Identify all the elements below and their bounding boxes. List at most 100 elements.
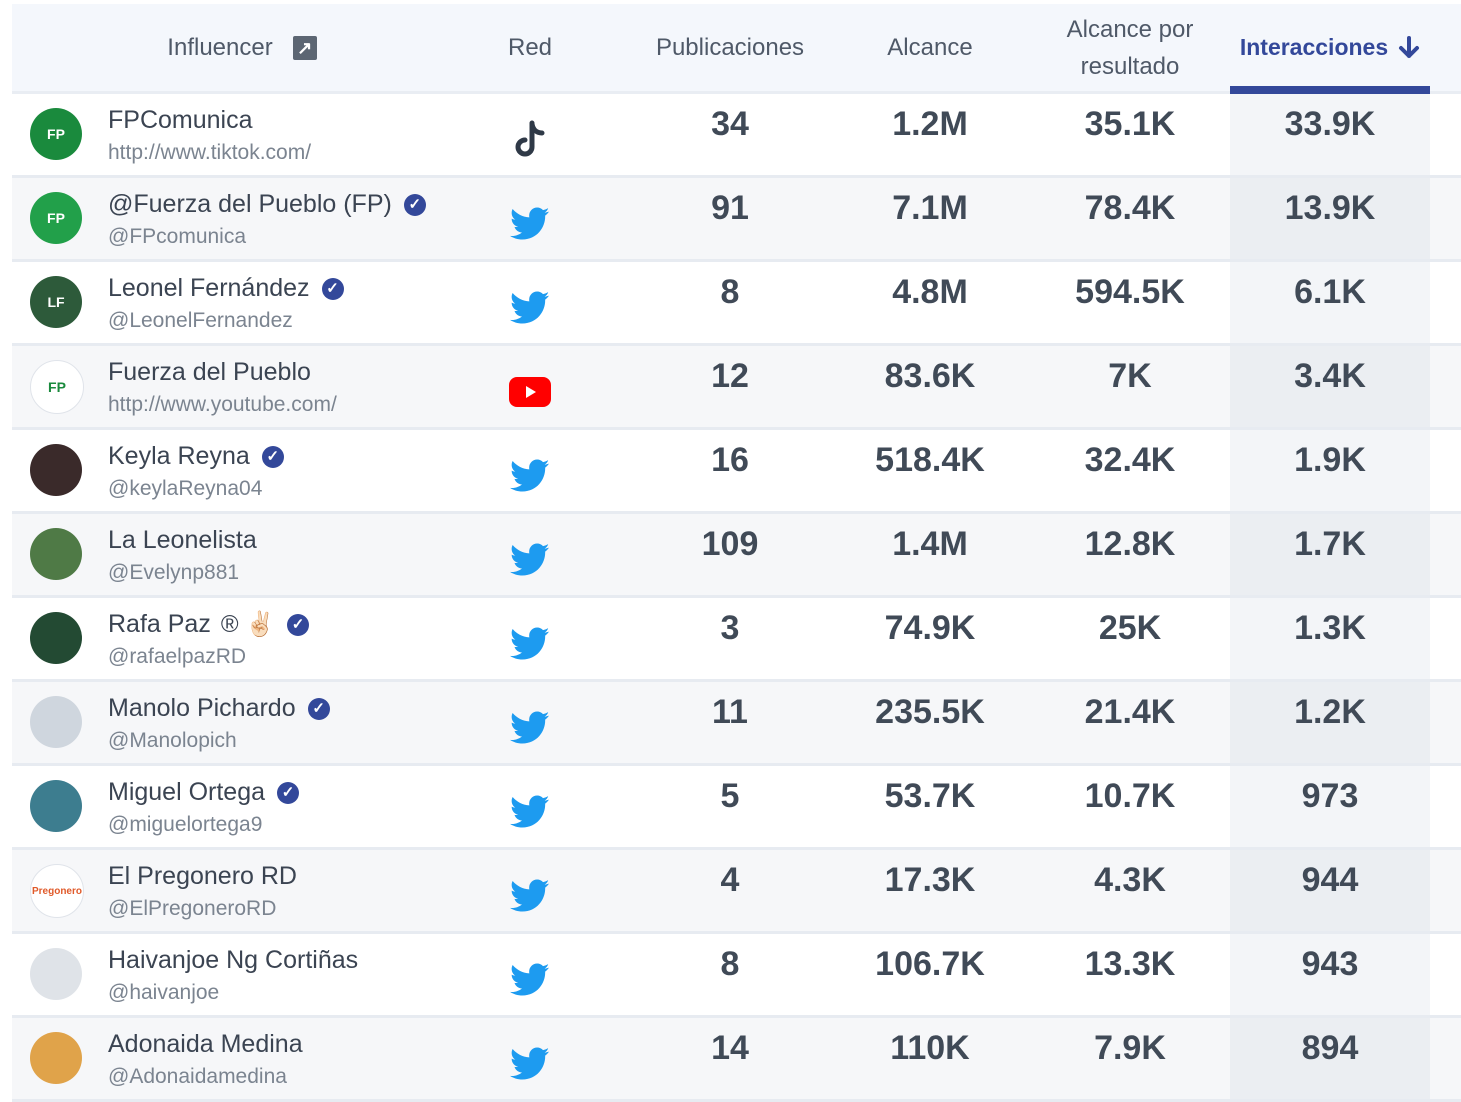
sort-indicator xyxy=(1230,86,1430,94)
avatar[interactable] xyxy=(30,444,82,496)
influencer-name[interactable]: FPComunica xyxy=(108,106,253,135)
tiktok-icon xyxy=(515,120,545,157)
header-alcance-por-resultado[interactable]: Alcance por resultado xyxy=(1066,15,1194,80)
avatar[interactable] xyxy=(30,528,82,580)
avatar[interactable]: FP xyxy=(30,192,82,244)
table-row[interactable]: FP FPComunica http://www.tiktok.com/ 34 … xyxy=(12,94,1461,178)
interacciones-value: 973 xyxy=(1301,777,1359,815)
alcance-value: 235.5K xyxy=(875,693,985,731)
network-icon xyxy=(508,120,552,160)
verified-badge-icon: ✓ xyxy=(307,697,330,720)
header-red[interactable]: Red xyxy=(507,34,553,61)
publicaciones-value: 16 xyxy=(711,441,749,479)
alcance-value: 518.4K xyxy=(875,441,985,479)
sorted-column-bg xyxy=(1230,178,1430,259)
table-row[interactable]: Manolo Pichardo ✓ @Manolopich 11 235.5K … xyxy=(12,682,1461,766)
avatar[interactable]: Pregonero xyxy=(30,864,84,918)
publicaciones-value: 12 xyxy=(711,357,749,395)
avatar[interactable] xyxy=(30,612,82,664)
table-row[interactable]: FP Fuerza del Pueblo http://www.youtube.… xyxy=(12,346,1461,430)
avatar[interactable] xyxy=(30,1032,82,1084)
sorted-column-bg xyxy=(1230,94,1430,175)
influencer-name[interactable]: Fuerza del Pueblo xyxy=(108,358,311,387)
influencer-name[interactable]: Adonaida Medina xyxy=(108,1030,303,1059)
influencer-name[interactable]: La Leonelista xyxy=(108,526,257,555)
publicaciones-value: 91 xyxy=(711,189,749,227)
alcance-value: 74.9K xyxy=(884,609,976,647)
publicaciones-value: 14 xyxy=(711,1029,749,1067)
table-row[interactable]: La Leonelista @Evelynp881 109 1.4M 12.8K… xyxy=(12,514,1461,598)
table-row[interactable]: LF Leonel Fernández ✓ @LeonelFernandez 8… xyxy=(12,262,1461,346)
avatar[interactable]: LF xyxy=(30,276,82,328)
interacciones-value: 6.1K xyxy=(1294,273,1366,311)
alcance-por-resultado-value: 13.3K xyxy=(1084,945,1176,983)
publicaciones-value: 4 xyxy=(720,861,740,899)
alcance-value: 17.3K xyxy=(884,861,976,899)
influencer-handle: @Evelynp881 xyxy=(108,561,240,584)
influencer-handle: http://www.tiktok.com/ xyxy=(108,141,312,164)
table-row[interactable]: FP @Fuerza del Pueblo (FP) ✓ @FPcomunica… xyxy=(12,178,1461,262)
table-row[interactable]: Haivanjoe Ng Cortiñas @haivanjoe 8 106.7… xyxy=(12,934,1461,1018)
youtube-icon xyxy=(509,377,551,407)
alcance-por-resultado-value: 78.4K xyxy=(1084,189,1176,227)
influencer-name[interactable]: Haivanjoe Ng Cortiñas xyxy=(108,946,358,975)
alcance-por-resultado-value: 594.5K xyxy=(1075,273,1185,311)
avatar[interactable] xyxy=(30,696,82,748)
sorted-column-bg xyxy=(1230,430,1430,511)
interacciones-value: 13.9K xyxy=(1284,189,1376,227)
table-row[interactable]: Pregonero El Pregonero RD @ElPregoneroRD… xyxy=(12,850,1461,934)
network-icon xyxy=(508,960,552,1000)
influencer-name-text: @Fuerza del Pueblo (FP) xyxy=(108,190,392,218)
twitter-icon xyxy=(510,879,550,912)
sorted-column-bg xyxy=(1230,766,1430,847)
header-influencer[interactable]: Influencer ↗ xyxy=(142,4,342,91)
publicaciones-value: 11 xyxy=(712,693,748,731)
influencer-name[interactable]: El Pregonero RD xyxy=(108,862,297,891)
header-publicaciones[interactable]: Publicaciones xyxy=(655,34,805,61)
influencer-handle: @ElPregoneroRD xyxy=(108,897,277,920)
alcance-por-resultado-value: 25K xyxy=(1098,609,1162,647)
twitter-icon xyxy=(510,627,550,660)
header-alcance[interactable]: Alcance xyxy=(887,34,973,61)
avatar[interactable] xyxy=(30,780,82,832)
verified-badge-icon: ✓ xyxy=(321,277,344,300)
alcance-value: 1.2M xyxy=(892,105,968,143)
alcance-por-resultado-value: 35.1K xyxy=(1084,105,1176,143)
influencer-name[interactable]: Rafa Paz ® ✌🏻 ✓ xyxy=(108,610,310,639)
verified-badge-icon: ✓ xyxy=(287,613,310,636)
avatar[interactable] xyxy=(30,948,82,1000)
table-row[interactable]: Miguel Ortega ✓ @miguelortega9 5 53.7K 1… xyxy=(12,766,1461,850)
influencer-name[interactable]: Keyla Reyna ✓ xyxy=(108,442,284,471)
publicaciones-value: 3 xyxy=(720,609,740,647)
interacciones-value: 894 xyxy=(1301,1029,1359,1067)
network-icon xyxy=(508,708,552,748)
verified-badge-icon: ✓ xyxy=(277,781,300,804)
avatar[interactable]: FP xyxy=(30,360,84,414)
external-link-icon[interactable]: ↗ xyxy=(292,35,317,60)
influencer-name-text: Rafa Paz xyxy=(108,610,211,638)
influencer-handle: @rafaelpazRD xyxy=(108,645,247,668)
influencer-name[interactable]: Miguel Ortega ✓ xyxy=(108,778,300,807)
twitter-icon xyxy=(510,207,550,240)
avatar[interactable]: FP xyxy=(30,108,82,160)
table-row[interactable]: Rafa Paz ® ✌🏻 ✓ @rafaelpazRD 3 74.9K 25K … xyxy=(12,598,1461,682)
network-icon xyxy=(508,792,552,832)
alcance-value: 53.7K xyxy=(884,777,976,815)
table-row[interactable]: Adonaida Medina @Adonaidamedina 14 110K … xyxy=(12,1018,1461,1102)
alcance-value: 83.6K xyxy=(884,357,976,395)
influencer-name[interactable]: Manolo Pichardo ✓ xyxy=(108,694,330,723)
alcance-por-resultado-value: 10.7K xyxy=(1084,777,1176,815)
publicaciones-value: 5 xyxy=(720,777,740,815)
twitter-icon xyxy=(510,963,550,996)
network-icon xyxy=(508,1044,552,1084)
influencer-name[interactable]: @Fuerza del Pueblo (FP) ✓ xyxy=(108,190,426,219)
header-interacciones[interactable]: Interacciones xyxy=(1230,4,1430,91)
network-icon xyxy=(508,876,552,916)
publicaciones-value: 8 xyxy=(720,273,740,311)
influencer-name[interactable]: Leonel Fernández ✓ xyxy=(108,274,344,303)
twitter-icon xyxy=(510,543,550,576)
influencer-handle: @Adonaidamedina xyxy=(108,1065,287,1088)
table-row[interactable]: Keyla Reyna ✓ @keylaReyna04 16 518.4K 32… xyxy=(12,430,1461,514)
influencer-name-text: Miguel Ortega xyxy=(108,778,266,806)
influencer-handle: @FPcomunica xyxy=(108,225,247,248)
